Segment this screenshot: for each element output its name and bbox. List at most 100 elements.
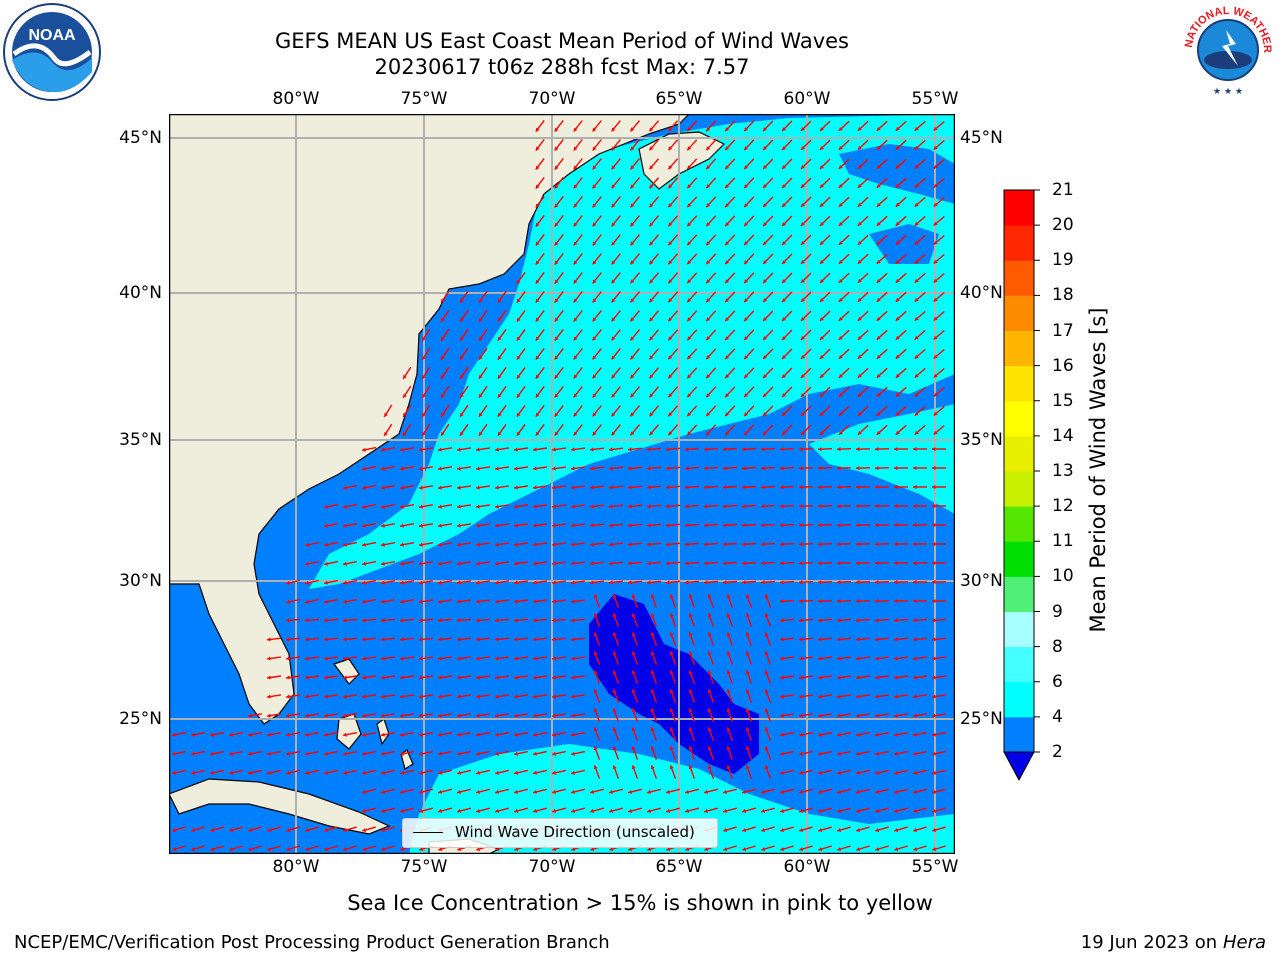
wind-wave-arrowhead — [669, 689, 674, 694]
wind-wave-arrowhead — [631, 594, 636, 599]
wind-wave-arrowhead — [687, 165, 692, 170]
wind-wave-arrowhead — [857, 392, 862, 397]
wind-wave-arrowhead — [400, 466, 404, 471]
colorbar-label: 19 — [1052, 250, 1074, 271]
wind-wave-arrowhead — [725, 184, 730, 189]
wind-wave-arrowhead — [838, 203, 843, 207]
wind-wave-arrowhead — [457, 789, 461, 794]
wind-wave-arrowhead — [400, 789, 404, 794]
wind-wave-arrowhead — [820, 279, 824, 283]
wind-wave-arrowhead — [876, 221, 881, 226]
wind-wave-arrowhead — [573, 431, 578, 436]
wind-wave-arrowhead — [818, 485, 822, 490]
wind-wave-arrowhead — [820, 165, 824, 169]
wind-wave-arrowhead — [362, 485, 366, 490]
wind-wave-arrowhead — [857, 221, 862, 226]
wind-wave-arrowhead — [876, 126, 881, 131]
wind-wave-arrowhead — [688, 594, 693, 599]
wind-wave-arrowhead — [687, 260, 692, 265]
wind-wave-arrowhead — [419, 847, 424, 851]
wind-wave-arrowhead — [457, 732, 461, 737]
wind-wave-arrowhead — [668, 165, 673, 170]
wind-wave-arrowhead — [592, 260, 597, 265]
wind-wave-arrowhead — [763, 317, 767, 321]
wind-wave-arrowhead — [324, 561, 328, 566]
wind-wave-arrowhead — [514, 618, 518, 623]
wind-wave-arrowhead — [913, 523, 917, 528]
wind-wave-arrowhead — [744, 374, 748, 379]
wind-wave-arrowhead — [763, 260, 767, 264]
wind-wave-arrowhead — [933, 373, 938, 378]
wind-wave-arrowhead — [838, 374, 843, 378]
wind-wave-arrowhead — [419, 732, 423, 737]
wind-wave-arrowhead — [535, 127, 540, 132]
lon-tick: 55°W — [911, 857, 959, 877]
wind-wave-arrowhead — [248, 732, 252, 737]
footer-branch: NCEP/EMC/Verification Post Processing Pr… — [14, 932, 610, 953]
wind-wave-arrowhead — [438, 770, 442, 775]
wind-wave-arrowhead — [666, 447, 670, 452]
wind-wave-arrowhead — [630, 393, 635, 398]
wind-wave-arrowhead — [649, 260, 654, 265]
wind-wave-arrowhead — [761, 580, 765, 585]
wind-wave-arrowhead — [706, 241, 711, 246]
wind-wave-arrowhead — [818, 751, 822, 756]
wind-wave-arrowhead — [611, 241, 616, 246]
wind-wave-arrowhead — [362, 542, 366, 547]
wind-wave-arrowhead — [744, 431, 748, 436]
wind-wave-arrowhead — [666, 466, 670, 471]
colorbar-segment — [1004, 400, 1034, 437]
footer-host: Hera — [1222, 932, 1266, 953]
wind-wave-arrowhead — [875, 713, 879, 718]
wind-wave-arrowhead — [856, 637, 860, 642]
wind-wave-arrowhead — [573, 393, 578, 398]
wind-wave-arrowhead — [343, 523, 347, 528]
wind-wave-arrowhead — [764, 765, 769, 770]
wind-wave-arrowhead — [267, 637, 271, 642]
wind-wave-arrowhead — [706, 374, 711, 379]
wind-wave-arrowhead — [914, 297, 919, 302]
wind-wave-arrowhead — [726, 746, 731, 751]
wind-wave-arrowhead — [687, 374, 692, 379]
wind-wave-arrowhead — [725, 393, 730, 398]
wind-wave-arrowhead — [381, 675, 385, 680]
colorbar-segment — [1004, 506, 1034, 542]
wind-wave-arrowhead — [799, 485, 803, 490]
wind-wave-arrowhead — [628, 561, 632, 566]
wind-wave-arrowhead — [460, 431, 464, 436]
wind-wave-arrowhead — [856, 466, 860, 471]
wind-wave-arrowhead — [571, 770, 575, 775]
wind-wave-arrowhead — [875, 447, 879, 452]
wind-wave-arrowhead — [438, 523, 442, 528]
svg-text:★ ★ ★: ★ ★ ★ — [1213, 87, 1243, 97]
map-subtitle: 20230617 t06z 288h fcst Max: 7.57 — [374, 55, 750, 79]
wind-wave-arrowhead — [514, 542, 518, 547]
wind-wave-arrowhead — [799, 447, 803, 452]
wind-wave-arrowhead — [476, 542, 480, 547]
wind-wave-arrowhead — [533, 713, 537, 718]
wind-wave-arrowhead — [706, 146, 711, 151]
wind-wave-arrowhead — [707, 632, 712, 637]
wind-wave-arrowhead — [913, 561, 917, 566]
wind-wave-arrowhead — [856, 770, 860, 775]
wind-wave-arrowhead — [362, 808, 367, 813]
wind-wave-arrowhead — [650, 670, 655, 675]
wind-wave-arrowhead — [533, 599, 537, 604]
wind-wave-arrowhead — [362, 770, 366, 775]
wind-wave-arrowhead — [590, 808, 595, 813]
wind-wave-arrowhead — [630, 374, 635, 379]
wind-wave-arrowhead — [571, 447, 575, 452]
wind-wave-arrowhead — [761, 466, 765, 471]
wind-wave-arrowhead — [914, 259, 919, 264]
wind-wave-arrowhead — [742, 847, 747, 851]
wind-wave-arrowhead — [400, 599, 404, 604]
wind-wave-arrowhead — [685, 580, 689, 585]
wind-wave-arrowhead — [782, 355, 786, 359]
wind-wave-arrowhead — [593, 708, 598, 713]
wind-wave-arrowhead — [932, 466, 936, 471]
wind-wave-arrowhead — [782, 298, 786, 302]
legend-label: Wind Wave Direction (unscaled) — [455, 823, 695, 841]
wind-wave-arrowhead — [305, 713, 309, 718]
wind-wave-arrowhead — [932, 580, 936, 585]
wind-wave-arrowhead — [857, 126, 862, 131]
